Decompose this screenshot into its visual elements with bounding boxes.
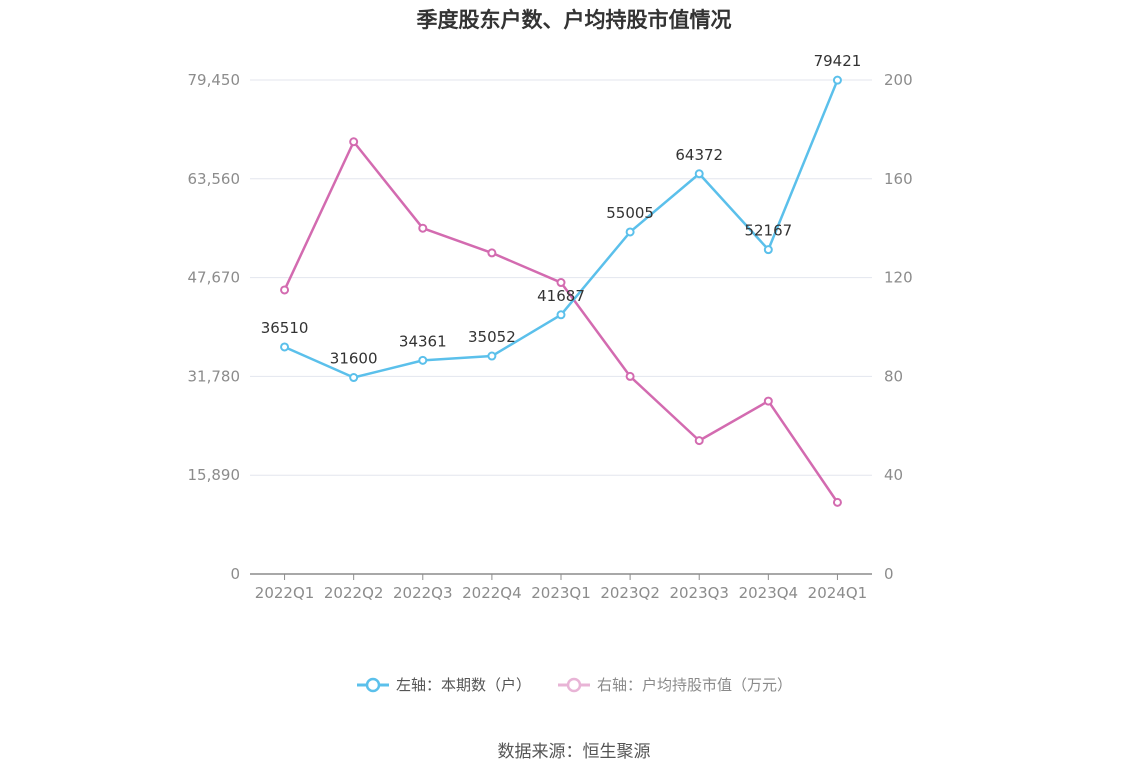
data-point-right[interactable]	[763, 396, 773, 406]
legend-marker-left-series-icon	[356, 677, 389, 692]
data-label: 55005	[606, 204, 654, 222]
data-point-left[interactable]	[763, 245, 773, 255]
data-label: 64372	[675, 146, 723, 164]
x-axis-tick-label: 2022Q3	[393, 584, 453, 602]
data-label: 41687	[537, 287, 585, 305]
data-point-left[interactable]	[349, 373, 359, 383]
data-point-right[interactable]	[487, 248, 497, 258]
data-point-right[interactable]	[418, 223, 428, 233]
series-line-right	[283, 140, 839, 504]
x-axis-tick-label: 2023Q4	[739, 584, 799, 602]
data-point-right[interactable]	[556, 278, 566, 288]
legend-marker-right-series-icon	[558, 677, 590, 692]
right-axis-tick-label: 0	[884, 565, 894, 583]
data-point-left[interactable]	[625, 227, 635, 237]
data-label: 36510	[261, 319, 309, 337]
left-axis-tick-label: 0	[230, 565, 240, 583]
right-axis-tick-label: 80	[884, 367, 903, 385]
data-point-right[interactable]	[832, 497, 842, 507]
x-axis-tick-label: 2023Q3	[669, 584, 729, 602]
data-label: 52167	[744, 222, 792, 240]
data-point-left[interactable]	[694, 169, 704, 179]
legend-label-right-series: 右轴：户均持股市值（万元）	[597, 676, 793, 694]
data-label: 35052	[468, 328, 516, 346]
data-point-right[interactable]	[349, 137, 359, 147]
left-axis-tick-label: 79,450	[188, 71, 241, 89]
chart-plot: 0 0 15,890 40 31,780 80 47,670 120 63,560 160 79,4…	[188, 52, 913, 602]
x-axis-tick-label: 2024Q1	[808, 584, 868, 602]
data-point-right[interactable]	[625, 371, 635, 381]
left-axis-tick-label: 63,560	[188, 170, 241, 188]
left-axis-tick-label: 31,780	[188, 367, 241, 385]
data-point-left[interactable]	[556, 310, 566, 320]
x-axis-tick-label: 2022Q2	[324, 584, 384, 602]
right-axis-tick-label: 160	[884, 170, 913, 188]
left-axis-tick-label: 47,670	[188, 269, 241, 287]
legend-item-left-series[interactable]: 左轴：本期数（户）	[356, 674, 531, 695]
x-axis-tick-label: 2023Q2	[600, 584, 660, 602]
data-label: 79421	[814, 52, 862, 70]
x-axis-tick-label: 2023Q1	[531, 584, 591, 602]
data-label: 34361	[399, 332, 447, 350]
data-point-left[interactable]	[280, 342, 290, 352]
data-point-right[interactable]	[280, 285, 290, 295]
legend-label-left-series: 左轴：本期数（户）	[395, 676, 531, 694]
data-point-left[interactable]	[418, 355, 428, 365]
right-axis-tick-label: 120	[884, 269, 913, 287]
x-axis-tick-label: 2022Q4	[462, 584, 522, 602]
legend: 左轴：本期数（户） 右轴：户均持股市值（万元）	[0, 674, 1148, 695]
right-axis-tick-label: 40	[884, 466, 903, 484]
legend-item-right-series[interactable]: 右轴：户均持股市值（万元）	[557, 674, 792, 695]
data-label: 31600	[330, 350, 378, 368]
right-axis-tick-label: 200	[884, 71, 913, 89]
data-point-left[interactable]	[832, 75, 842, 85]
data-point-left[interactable]	[487, 351, 497, 361]
left-axis-tick-label: 15,890	[188, 466, 241, 484]
x-axis-tick-label: 2022Q1	[255, 584, 315, 602]
data-point-right[interactable]	[694, 436, 704, 446]
chart-title: 季度股东户数、户均持股市值情况	[416, 8, 732, 32]
data-source-note: 数据来源：恒生聚源	[497, 742, 651, 762]
